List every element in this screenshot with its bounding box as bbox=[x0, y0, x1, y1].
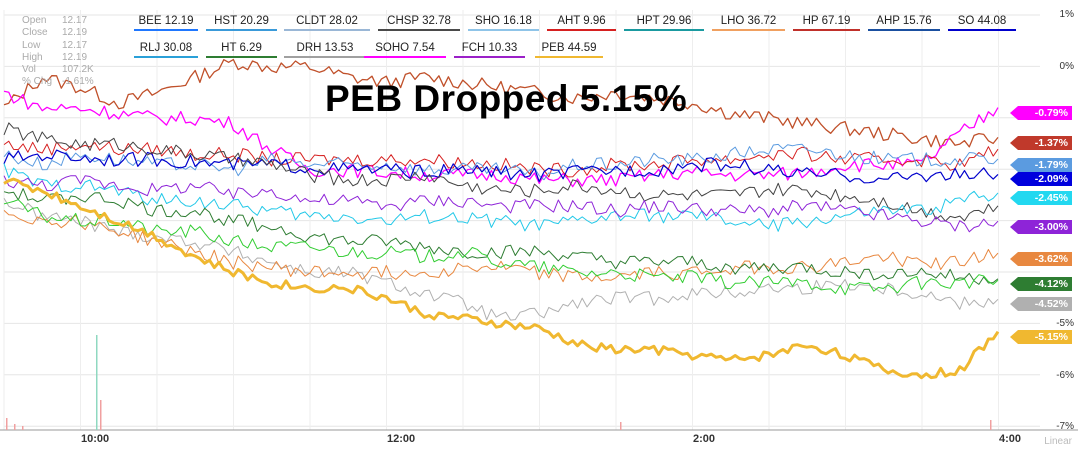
series-line-hp bbox=[3, 58, 999, 149]
scale-toggle[interactable]: Linear bbox=[1044, 436, 1072, 447]
ohlc-row-high: High 12.19 bbox=[22, 52, 102, 64]
legend-item[interactable]: RLJ 30.08 bbox=[134, 40, 198, 58]
series-line-soho bbox=[3, 90, 999, 188]
ohlc-value: 12.17 bbox=[62, 39, 88, 51]
value-tag: -3.00% bbox=[1010, 220, 1072, 234]
series-line-hst bbox=[3, 199, 999, 296]
ohlc-value: -1.61% bbox=[62, 76, 94, 88]
ohlc-value: 107.2K bbox=[62, 64, 94, 76]
legend-item[interactable]: DRH 13.53 bbox=[284, 40, 366, 58]
value-tag: -3.62% bbox=[1010, 252, 1072, 266]
legend-item[interactable]: HST 20.29 bbox=[206, 13, 277, 31]
value-tag: -4.52% bbox=[1010, 297, 1072, 311]
legend-item[interactable]: HP 67.19 bbox=[793, 13, 860, 31]
legend-item[interactable]: CHSP 32.78 bbox=[378, 13, 460, 31]
x-tick-label: 10:00 bbox=[81, 433, 110, 445]
ohlc-label: Low bbox=[22, 39, 41, 51]
legend-item[interactable]: AHP 15.76 bbox=[868, 13, 940, 31]
volume-bar bbox=[100, 400, 102, 430]
x-tick-label: 2:00 bbox=[693, 433, 716, 445]
value-tag: -2.09% bbox=[1010, 172, 1072, 186]
volume-bar bbox=[14, 424, 16, 430]
volume-bar bbox=[22, 426, 24, 430]
volume-bar bbox=[620, 422, 622, 430]
ohlc-value: 12.17 bbox=[62, 15, 88, 26]
volume-bar bbox=[96, 335, 98, 430]
volume-bars bbox=[6, 335, 992, 430]
ohlc-row-close: Close 12.19 bbox=[22, 27, 102, 39]
value-tag: -2.45% bbox=[1010, 191, 1072, 205]
y-tick-label: 0% bbox=[1059, 61, 1074, 72]
series-line-chsp bbox=[3, 122, 999, 222]
legend-item[interactable]: PEB 44.59 bbox=[535, 40, 603, 58]
value-tag: -5.15% bbox=[1010, 330, 1072, 344]
series-lines bbox=[3, 58, 1000, 380]
y-tick-label: 1% bbox=[1059, 9, 1074, 20]
legend-item[interactable]: FCH 10.33 bbox=[454, 40, 525, 58]
ohlc-value: 12.19 bbox=[62, 27, 88, 39]
legend-item[interactable]: SO 44.08 bbox=[948, 13, 1016, 31]
series-line-lho bbox=[3, 210, 999, 283]
ohlc-value: 12.19 bbox=[62, 51, 88, 63]
ohlc-row-low: Low 12.17 bbox=[22, 40, 102, 52]
legend-item[interactable]: SHO 16.18 bbox=[468, 13, 539, 31]
series-line-peb bbox=[3, 177, 1000, 380]
value-tag: -0.79% bbox=[1010, 106, 1072, 120]
series-line-ht bbox=[3, 188, 999, 285]
y-tick-label: -7% bbox=[1056, 421, 1074, 432]
legend-item[interactable]: CLDT 28.02 bbox=[284, 13, 370, 31]
x-tick-label: 4:00 bbox=[999, 433, 1022, 445]
value-tag: -1.79% bbox=[1010, 158, 1072, 172]
value-tag: -1.37% bbox=[1010, 136, 1072, 150]
series-line-drh bbox=[3, 197, 999, 321]
series-line-so bbox=[3, 149, 999, 184]
legend-item[interactable]: SOHO 7.54 bbox=[364, 40, 446, 58]
legend-item[interactable]: AHT 9.96 bbox=[547, 13, 616, 31]
ohlc-panel: Open 12.17 Close 12.19 Low 12.17 High 12.19 … bbox=[22, 15, 102, 89]
ohlc-label: High bbox=[22, 51, 43, 63]
legend-item[interactable]: HT 6.29 bbox=[206, 40, 277, 58]
headline: PEB Dropped 5.15% bbox=[325, 78, 688, 119]
series-line-rlj bbox=[3, 163, 999, 232]
x-tick-label: 12:00 bbox=[387, 433, 416, 445]
ohlc-label: % Chg bbox=[22, 76, 53, 88]
volume-bar bbox=[990, 420, 992, 430]
ohlc-label: Open bbox=[22, 15, 47, 26]
ohlc-row-chg: % Chg -1.61% bbox=[22, 76, 102, 88]
series-line-fch bbox=[3, 175, 999, 233]
legend-item[interactable]: BEE 12.19 bbox=[134, 13, 198, 31]
ohlc-label: Vol bbox=[22, 64, 36, 76]
ohlc-label: Close bbox=[22, 27, 48, 39]
series-line-aht bbox=[3, 140, 999, 178]
y-tick-label: -6% bbox=[1056, 370, 1074, 381]
y-tick-label: -5% bbox=[1056, 318, 1074, 329]
value-tag: -4.12% bbox=[1010, 277, 1072, 291]
legend-item[interactable]: LHO 36.72 bbox=[712, 13, 785, 31]
legend-item[interactable]: HPT 29.96 bbox=[624, 13, 704, 31]
ohlc-row-vol: Vol 107.2K bbox=[22, 64, 102, 76]
volume-bar bbox=[6, 418, 8, 430]
grid bbox=[0, 10, 1078, 431]
ohlc-row-open: Open 12.17 bbox=[22, 15, 102, 27]
